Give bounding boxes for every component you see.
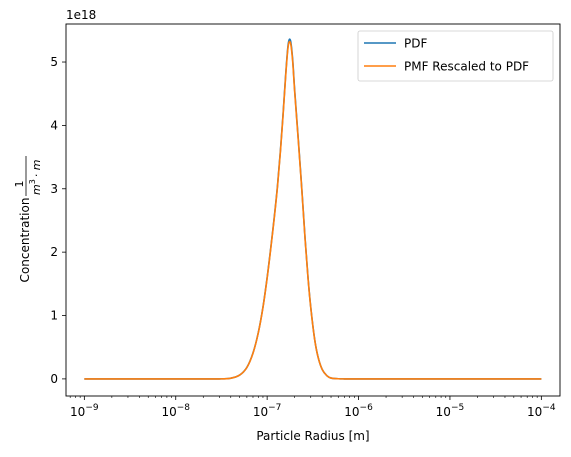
y-axis-label-numerator: 1 (13, 181, 26, 188)
x-tick-label: 10−9 (70, 403, 99, 419)
x-tick-label: 10−5 (436, 403, 465, 419)
legend-label-pmf: PMF Rescaled to PDF (404, 60, 529, 74)
y-axis-ticks: 0 1 2 3 4 5 (50, 55, 66, 386)
y-tick-label: 2 (50, 245, 58, 259)
legend-frame (358, 31, 553, 81)
y-tick-label: 5 (50, 55, 58, 69)
x-tick-label: 10−8 (161, 403, 190, 419)
y-axis-label-denominator: m3 · m (28, 159, 43, 195)
plot-lines (84, 39, 541, 379)
legend: PDF PMF Rescaled to PDF (358, 31, 553, 81)
y-tick-label: 0 (50, 372, 58, 386)
y-axis-label: Concentration 1 m3 · m (13, 156, 43, 282)
x-tick-label: 10−7 (253, 403, 282, 419)
x-tick-label: 10−4 (527, 403, 556, 419)
y-tick-label: 1 (50, 309, 58, 323)
y-tick-label: 3 (50, 182, 58, 196)
x-tick-label: 10−6 (344, 403, 373, 419)
x-axis-ticks: 10−9 10−8 10−7 10−6 10−5 10−4 (70, 396, 556, 419)
x-axis-label: Particle Radius [m] (256, 429, 369, 443)
y-tick-label: 4 (50, 118, 58, 132)
legend-label-pdf: PDF (404, 37, 427, 51)
series-line-pmf-rescaled-to-pdf (84, 42, 541, 379)
y-axis-label-denominator-base: m (30, 184, 43, 195)
y-axis-label-denominator-suffix: · m (30, 159, 43, 177)
y-offset-label: 1e18 (66, 8, 96, 22)
y-axis-label-prefix: Concentration (18, 198, 32, 283)
y-axis-label-denominator-exp: 3 (28, 179, 37, 184)
